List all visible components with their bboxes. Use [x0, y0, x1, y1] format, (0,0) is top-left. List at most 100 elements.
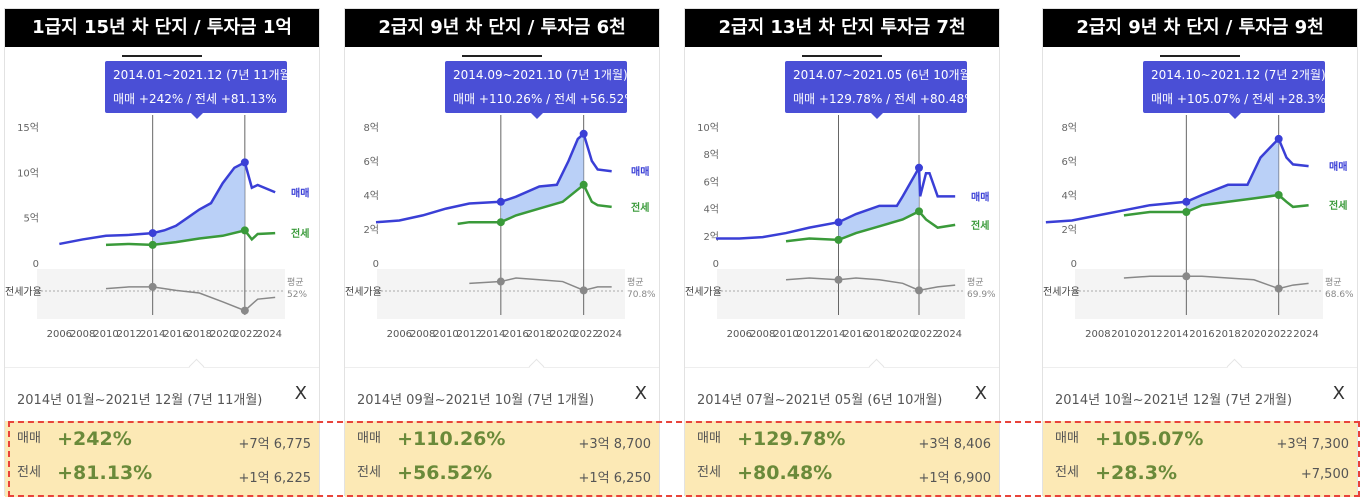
x-tick-label: 2012: [797, 329, 822, 340]
rent-row: 전세 +28.3% +7,500: [1055, 461, 1349, 491]
tooltip-change: 매매 +105.07% / 전세 +28.3%: [1151, 92, 1327, 106]
rent-ratio-line: [1123, 275, 1309, 290]
rent-price-line: [785, 209, 956, 243]
average-label: 평균: [287, 277, 304, 288]
rent-row: 전세 +56.52% +1억 6,250: [357, 461, 651, 491]
x-tick-label: 2014: [140, 329, 165, 340]
price-chart[interactable]: 02억4억6억8억10억매매전세전세가율평균69.9%2006200820102…: [685, 115, 1001, 345]
y-tick-label: 6억: [1061, 156, 1077, 168]
y-tick-label: 8억: [703, 149, 719, 161]
sale-amount: +3억 8,406: [918, 437, 991, 452]
close-button[interactable]: X: [634, 383, 647, 404]
highlight-point: [915, 207, 923, 216]
x-tick-label: 2024: [1293, 329, 1318, 340]
rent-percent: +81.13%: [57, 461, 153, 484]
sale-series-label: 매매: [971, 190, 989, 203]
rent-amount: +7,500: [1300, 467, 1349, 482]
ratio-point: [148, 282, 157, 291]
ratio-band: [717, 269, 965, 319]
close-button[interactable]: X: [1332, 383, 1345, 404]
sale-label: 매매: [17, 431, 41, 446]
rent-series-label: 전세: [971, 219, 989, 232]
rent-ratio-label: 전세가율: [345, 286, 382, 298]
sale-row: 매매 +129.78% +3억 8,406: [697, 427, 991, 457]
ratio-point: [240, 306, 249, 315]
rent-amount: +1억 6,225: [238, 471, 311, 486]
highlight-point: [1274, 191, 1283, 199]
highlight-point: [1274, 134, 1283, 143]
rent-percent: +28.3%: [1095, 461, 1177, 484]
gap-area: [152, 162, 245, 245]
highlight-point: [148, 240, 157, 249]
close-button[interactable]: X: [294, 383, 307, 404]
highlight-point: [834, 235, 843, 244]
sale-price-line: [59, 160, 276, 246]
x-tick-label: 2012: [1137, 329, 1162, 340]
range-divider: [1043, 367, 1357, 368]
x-tick-label: 2014: [480, 329, 505, 340]
sale-percent: +242%: [57, 427, 132, 450]
x-tick-label: 2016: [843, 329, 868, 340]
x-tick-label: 2010: [773, 329, 798, 340]
tooltip-change: 매매 +129.78% / 전세 +80.48%: [793, 92, 976, 106]
y-tick-label: 6억: [703, 176, 719, 188]
x-tick-label: 2014: [820, 329, 845, 340]
rent-series-label: 전세: [631, 201, 649, 214]
chart-panel-2: 2급지 9년 차 단지 / 투자금 6천 2014.09~2021.10 (7년…: [344, 8, 661, 497]
sale-row: 매매 +110.26% +3억 8,700: [357, 427, 651, 457]
y-tick-label: 4억: [703, 204, 719, 216]
rent-price-line: [457, 182, 612, 226]
tooltip-range: 2014.09~2021.10 (7년 1개월): [453, 68, 628, 82]
x-tick-label: 2006: [47, 329, 72, 340]
x-tick-label: 2022: [573, 329, 598, 340]
chart-panel-3: 2급지 13년 차 단지 투자금 7천 2014.07~2021.05 (6년 …: [684, 8, 1001, 497]
y-tick-label: 4억: [363, 190, 379, 202]
y-tick-label: 2억: [1061, 224, 1077, 236]
sale-row: 매매 +105.07% +3억 7,300: [1055, 427, 1349, 457]
stats-box: 매매 +105.07% +3억 7,300 전세 +28.3% +7,500: [1043, 421, 1357, 497]
x-tick-label: 2006: [727, 329, 752, 340]
y-tick-label: 15억: [17, 122, 39, 134]
chart-panel-4: 2급지 9년 차 단지 / 투자금 9천 2014.10~2021.12 (7년…: [1042, 8, 1359, 497]
x-tick-label: 2008: [410, 329, 435, 340]
close-button[interactable]: X: [974, 383, 987, 404]
x-tick-label: 2018: [1215, 329, 1240, 340]
price-chart[interactable]: 05억10억15억매매전세전세가율평균52%200620082010201220…: [5, 115, 321, 345]
highlight-point: [148, 229, 157, 238]
period-tooltip: 2014.01~2021.12 (7년 11개월) 매매 +242% / 전세 …: [105, 61, 295, 119]
gap-area: [1186, 138, 1279, 212]
x-tick-label: 2016: [1189, 329, 1214, 340]
highlight-point: [496, 218, 505, 227]
x-tick-label: 2022: [1267, 329, 1292, 340]
rent-amount: +1억 6,250: [578, 471, 651, 486]
average-value: 69.9%: [967, 290, 996, 300]
y-tick-label: 0: [1071, 259, 1077, 270]
sale-price-line: [1045, 136, 1309, 224]
rent-price-line: [1123, 193, 1309, 217]
x-tick-label: 2010: [93, 329, 118, 340]
x-tick-label: 2020: [890, 329, 915, 340]
x-tick-label: 2016: [503, 329, 528, 340]
average-label: 평균: [1325, 277, 1342, 288]
rent-ratio-label: 전세가율: [1043, 286, 1080, 298]
x-tick-label: 2008: [70, 329, 95, 340]
highlight-point: [579, 129, 588, 138]
range-divider: [5, 367, 319, 368]
sale-percent: +110.26%: [397, 427, 506, 450]
ratio-point: [834, 275, 843, 284]
x-tick-label: 2010: [433, 329, 458, 340]
x-tick-label: 2018: [867, 329, 892, 340]
sale-price-line: [375, 131, 612, 224]
stats-box: 매매 +129.78% +3억 8,406 전세 +80.48% +1억 6,9…: [685, 421, 999, 497]
period-tooltip: 2014.10~2021.12 (7년 2개월) 매매 +105.07% / 전…: [1143, 61, 1327, 119]
ratio-point: [1182, 272, 1191, 281]
rent-price-line: [105, 228, 276, 247]
x-tick-label: 2016: [163, 329, 188, 340]
average-label: 평균: [967, 277, 984, 288]
ratio-point: [915, 286, 923, 295]
sale-series-label: 매매: [291, 186, 309, 199]
sale-row: 매매 +242% +7억 6,775: [17, 427, 311, 457]
y-tick-label: 6억: [363, 156, 379, 168]
